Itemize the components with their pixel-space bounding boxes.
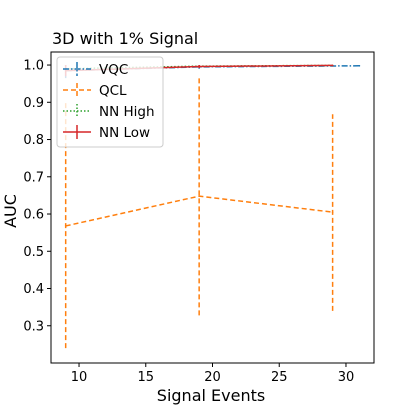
legend-label: VQC <box>99 62 128 78</box>
data-point-vqc <box>358 64 361 67</box>
legend: VQC QCL NN High NN Low <box>56 56 164 148</box>
x-tick-label: 15 <box>137 370 154 385</box>
y-tick-label: 0.9 <box>23 96 44 111</box>
ticks-layer: 10 15 20 25 30 0.3 0.4 0.5 0.6 0.7 0.8 0.9 1.0 <box>23 59 354 385</box>
y-tick-label: 0.7 <box>23 170 44 185</box>
x-tick-label: 25 <box>271 370 288 385</box>
x-tick-label: 20 <box>204 370 221 385</box>
y-tick-label: 0.4 <box>23 282 44 297</box>
y-tick-label: 0.8 <box>23 133 44 148</box>
legend-label: QCL <box>99 83 127 99</box>
y-tick-label: 0.6 <box>23 208 44 223</box>
y-tick-label: 1.0 <box>23 59 44 74</box>
legend-label: NN High <box>99 104 155 120</box>
legend-label: NN Low <box>99 125 150 141</box>
y-tick-label: 0.3 <box>23 319 44 334</box>
data-point-qcl <box>198 195 200 197</box>
plot-frame <box>50 51 375 364</box>
y-tick-label: 0.5 <box>23 245 44 260</box>
x-tick-label: 30 <box>338 370 355 385</box>
data-point-qcl <box>331 211 334 213</box>
data-point-nn-low <box>198 65 200 68</box>
data-point-nn-low <box>331 64 334 67</box>
data-point-qcl <box>64 225 67 227</box>
legend-box <box>56 56 164 148</box>
y-axis-label: AUC <box>1 194 20 228</box>
x-axis-label: Signal Events <box>157 386 265 405</box>
x-tick-label: 10 <box>71 370 88 385</box>
chart-title: 3D with 1% Signal <box>52 29 198 48</box>
